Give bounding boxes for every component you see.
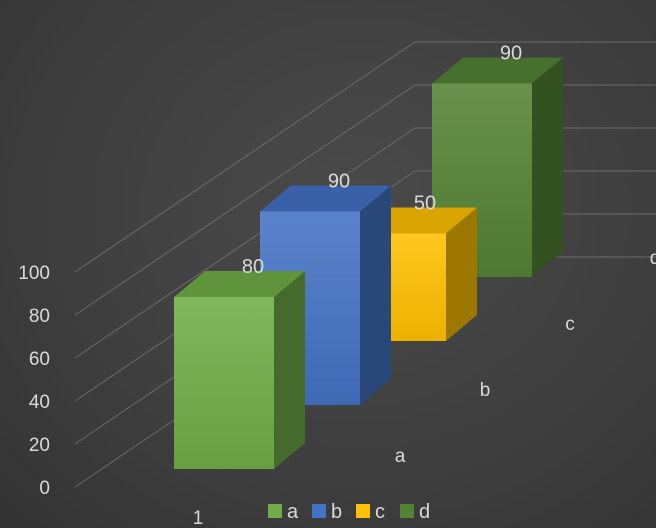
legend-swatch <box>268 504 282 518</box>
bar-top-face <box>174 271 305 297</box>
depth-label: b <box>480 380 491 401</box>
y-tick-label: 40 <box>29 392 50 413</box>
bar-d[interactable] <box>432 57 563 278</box>
bar-a[interactable] <box>174 271 305 469</box>
legend: a b c d <box>268 501 430 523</box>
bar-top-face <box>260 185 391 212</box>
gridline-diag <box>74 84 416 316</box>
bar-front-face <box>174 297 274 469</box>
legend-label: b <box>331 501 342 523</box>
y-tick-label: 0 <box>39 478 50 499</box>
legend-label: a <box>287 501 299 523</box>
legend-swatch <box>312 504 326 518</box>
y-tick-label: 80 <box>29 306 50 327</box>
data-label: 50 <box>414 193 436 215</box>
data-label: 90 <box>328 171 350 193</box>
legend-swatch <box>400 504 414 518</box>
depth-label: a <box>395 446 406 467</box>
y-axis: 0 20 40 60 80 100 <box>18 263 50 499</box>
y-tick-label: 20 <box>29 435 50 456</box>
y-tick-label: 60 <box>29 349 50 370</box>
depth-axis: a b c d <box>395 248 656 467</box>
data-label: 90 <box>500 43 522 65</box>
y-tick-label: 100 <box>18 263 50 284</box>
data-label: 80 <box>242 256 264 278</box>
x-category-label: 1 <box>193 508 204 528</box>
bar-side-face <box>446 207 477 341</box>
bar-top-face <box>432 57 563 84</box>
gridline-diag <box>74 127 416 359</box>
legend-label: d <box>419 501 430 523</box>
bar-side-face <box>360 185 391 405</box>
legend-swatch <box>356 504 370 518</box>
bars <box>174 57 563 469</box>
depth-label: c <box>565 314 575 335</box>
gridline-diag <box>74 41 416 273</box>
bar-side-face <box>274 271 305 469</box>
legend-label: c <box>375 501 385 523</box>
bar-side-face <box>532 57 563 277</box>
depth-label: d <box>650 248 656 269</box>
